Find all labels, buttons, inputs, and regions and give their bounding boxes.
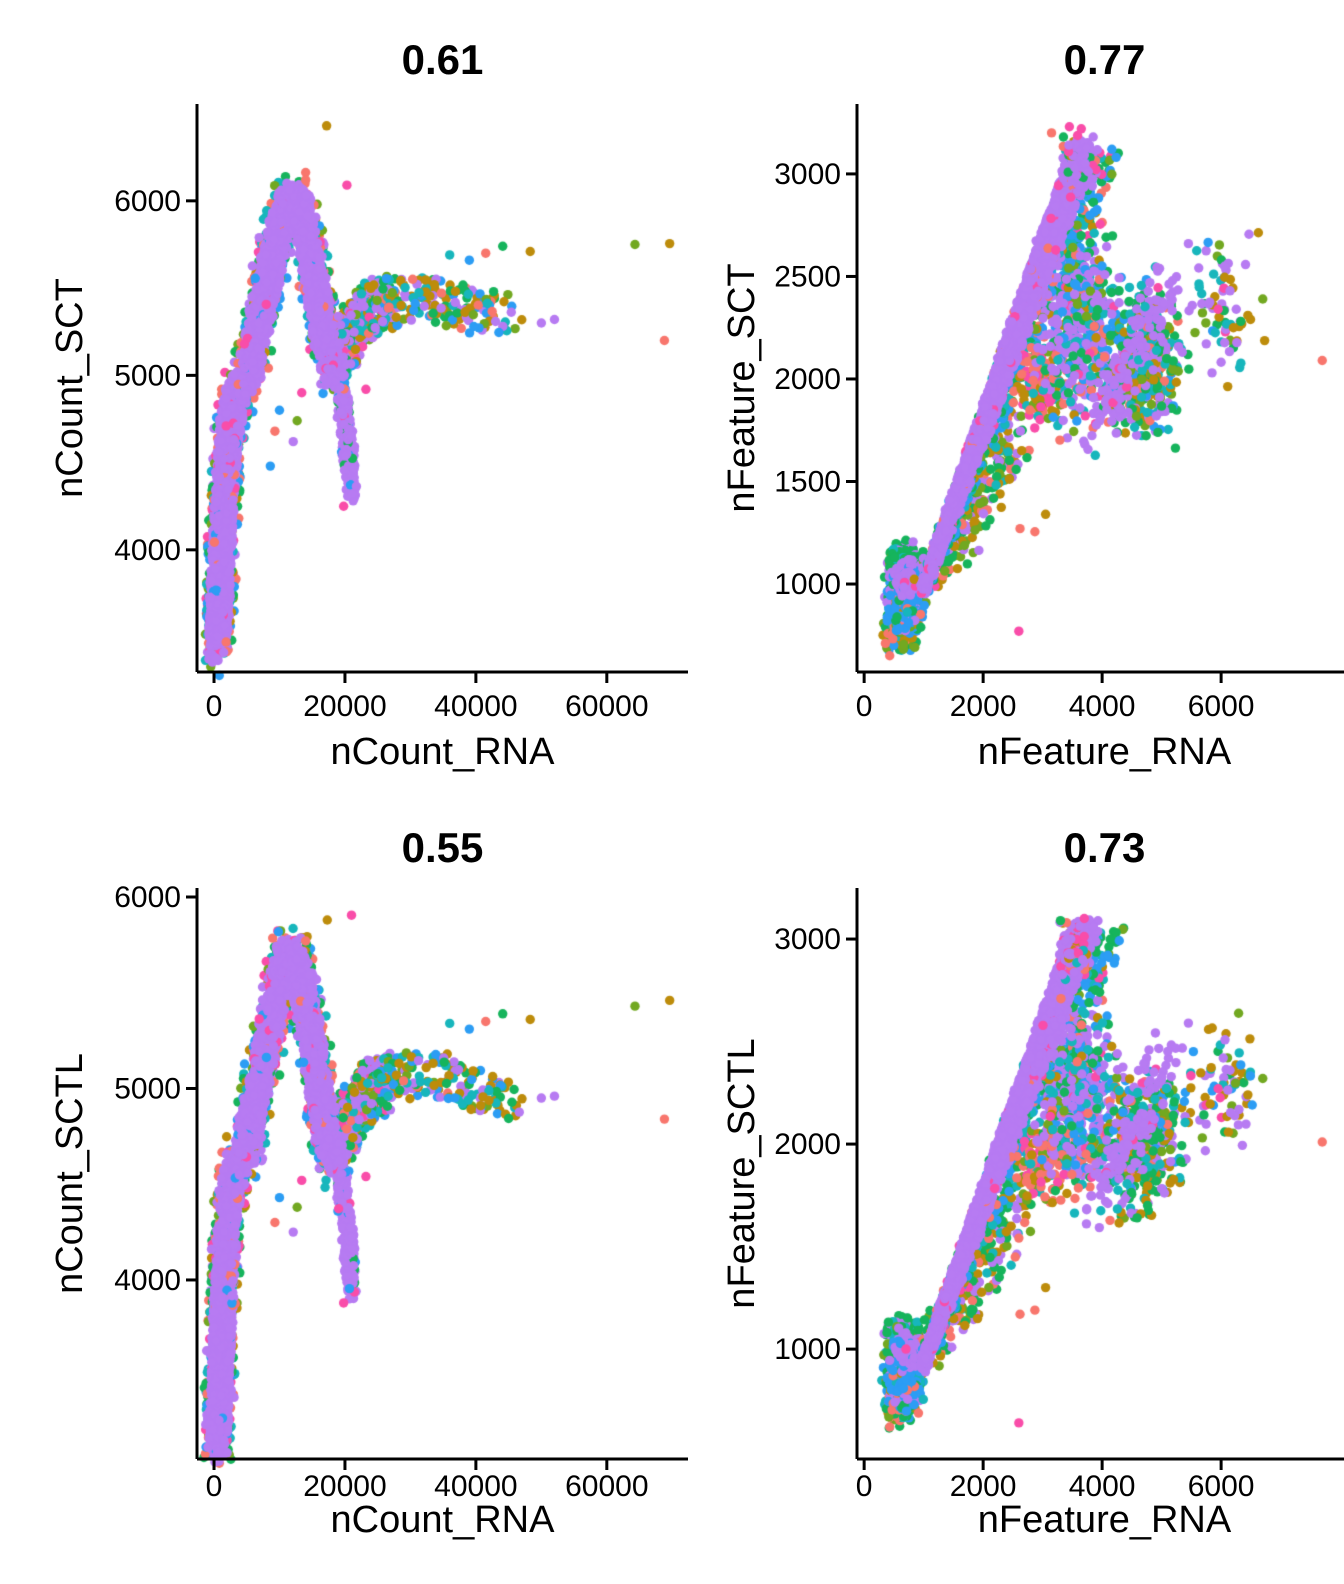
y-tick-label: 2000 — [774, 1128, 841, 1161]
axes-overlay: 0 2000 4000 6000 1000 2000 3000 0.73 nFeature_… — [721, 824, 1344, 1541]
y-tick-label: 6000 — [114, 185, 181, 218]
x-tick-label: 4000 — [1069, 690, 1136, 723]
scatter-points-canvas — [40, 816, 712, 1584]
panel-title: 0.61 — [402, 36, 484, 83]
y-tick-label: 2000 — [774, 363, 841, 396]
axes-overlay: 0 2000 4000 6000 1000 1500 2000 2500 3000 0.77 n… — [721, 36, 1344, 773]
x-tick-label: 40000 — [434, 690, 517, 723]
y-axis-label: nFeature_SCT — [721, 263, 763, 512]
axis-lines — [195, 104, 688, 674]
x-tick-label: 40000 — [434, 1470, 517, 1503]
axis-lines — [195, 888, 688, 1461]
y-tick-label: 1000 — [774, 1333, 841, 1366]
scatter-points-canvas — [40, 16, 712, 784]
y-axis-label: nFeature_SCTL — [721, 1038, 763, 1308]
x-tick-label: 60000 — [565, 690, 648, 723]
y-tick-label: 2500 — [774, 260, 841, 293]
y-tick-label: 3000 — [774, 158, 841, 191]
scatter-panel-nfeature-sct: 0 2000 4000 6000 1000 1500 2000 2500 3000 0.77 n… — [712, 16, 1344, 784]
tick-marks — [846, 937, 1223, 1470]
x-tick-label: 0 — [856, 690, 873, 723]
tick-labels: 0 2000 4000 6000 1000 2000 3000 — [774, 923, 1254, 1503]
tick-marks — [186, 895, 609, 1470]
x-tick-label: 0 — [206, 1470, 223, 1503]
x-axis-label: nCount_RNA — [331, 731, 556, 773]
y-tick-label: 4000 — [114, 534, 181, 567]
x-tick-label: 0 — [206, 690, 223, 723]
y-tick-label: 4000 — [114, 1264, 181, 1297]
tick-marks — [846, 172, 1223, 683]
x-axis-label: nFeature_RNA — [978, 1499, 1232, 1541]
panel-title: 0.77 — [1064, 36, 1146, 83]
x-tick-label: 20000 — [303, 1470, 386, 1503]
x-axis-label: nCount_RNA — [331, 1499, 556, 1541]
panel-title: 0.73 — [1064, 824, 1146, 871]
scatter-points-canvas — [712, 16, 1344, 784]
tick-labels: 0 2000 4000 6000 1000 1500 2000 2500 3000 — [774, 158, 1254, 723]
axes-overlay: 0 20000 40000 60000 4000 5000 6000 0.55 nCount… — [49, 824, 688, 1541]
y-tick-label: 1500 — [774, 466, 841, 499]
figure-grid: 0 20000 40000 60000 4000 5000 6000 0.61 nCount… — [40, 16, 1344, 1584]
axes-overlay: 0 20000 40000 60000 4000 5000 6000 0.61 nCount… — [49, 36, 688, 773]
scatter-panel-ncount-sct: 0 20000 40000 60000 4000 5000 6000 0.61 nCount… — [40, 16, 712, 784]
axis-lines — [855, 888, 1344, 1461]
y-tick-label: 6000 — [114, 881, 181, 914]
x-tick-label: 4000 — [1069, 1470, 1136, 1503]
x-tick-label: 6000 — [1188, 1470, 1255, 1503]
x-tick-label: 2000 — [950, 690, 1017, 723]
scatter-panel-ncount-sctl: 0 20000 40000 60000 4000 5000 6000 0.55 nCount… — [40, 816, 712, 1584]
tick-marks — [186, 199, 609, 683]
y-tick-label: 3000 — [774, 923, 841, 956]
scatter-panel-nfeature-sctl: 0 2000 4000 6000 1000 2000 3000 0.73 nFeature_… — [712, 816, 1344, 1584]
tick-labels: 0 20000 40000 60000 4000 5000 6000 — [114, 881, 648, 1503]
panel-title: 0.55 — [402, 824, 484, 871]
x-tick-label: 6000 — [1188, 690, 1255, 723]
axis-lines — [855, 104, 1344, 674]
scatter-points-canvas — [712, 816, 1344, 1584]
y-tick-label: 5000 — [114, 1072, 181, 1105]
x-axis-label: nFeature_RNA — [978, 731, 1232, 773]
y-tick-label: 5000 — [114, 359, 181, 392]
x-tick-label: 60000 — [565, 1470, 648, 1503]
x-tick-label: 20000 — [303, 690, 386, 723]
y-tick-label: 1000 — [774, 568, 841, 601]
x-tick-label: 2000 — [950, 1470, 1017, 1503]
x-tick-label: 0 — [856, 1470, 873, 1503]
y-axis-label: nCount_SCTL — [49, 1053, 91, 1294]
tick-labels: 0 20000 40000 60000 4000 5000 6000 — [114, 185, 648, 723]
y-axis-label: nCount_SCT — [49, 278, 91, 498]
